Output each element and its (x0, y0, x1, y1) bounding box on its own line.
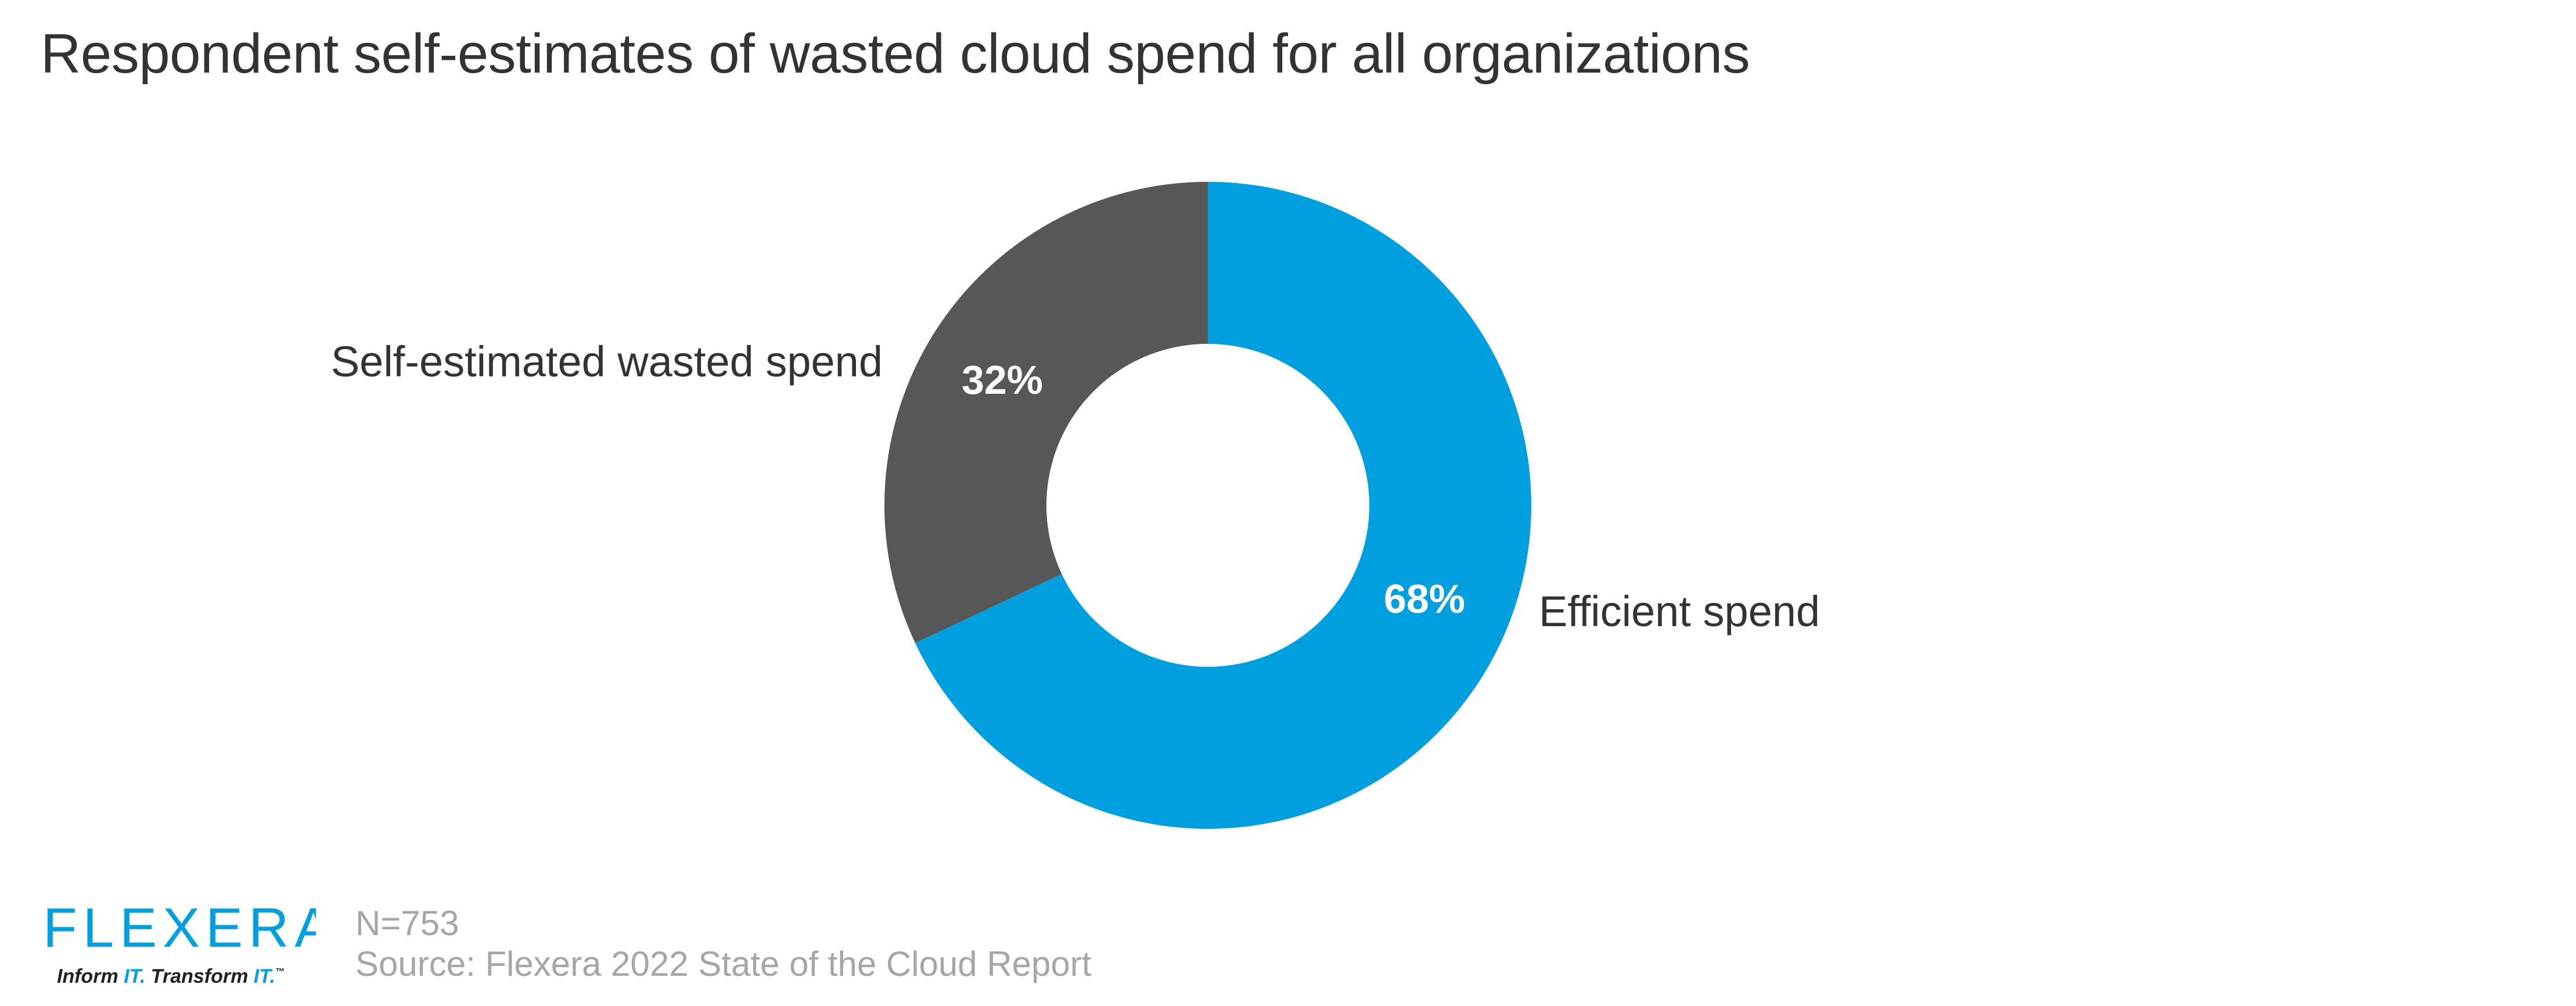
chart-title: Respondent self-estimates of wasted clou… (41, 23, 1750, 85)
data-label-wasted: 32% (962, 357, 1043, 403)
slice-label-efficient: Efficient spend (1539, 587, 1820, 635)
sample-size-note: N=753 (355, 904, 459, 943)
logo-wordmark: FLEXERA (43, 897, 316, 959)
flexera-logo: FLEXERA Inform IT. Transform IT.™ (43, 897, 316, 987)
donut-slices (884, 182, 1531, 829)
donut-slice-self-estimated-wasted-spend (884, 182, 1208, 644)
data-label-efficient: 68% (1384, 576, 1465, 621)
logo-tagline: Inform IT. Transform IT.™ (57, 965, 285, 987)
source-note: Source: Flexera 2022 State of the Cloud … (355, 944, 1092, 983)
donut-slice-efficient-spend (915, 182, 1531, 829)
slice-label-wasted: Self-estimated wasted spend (331, 337, 883, 386)
